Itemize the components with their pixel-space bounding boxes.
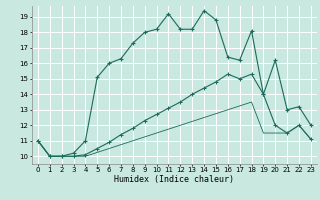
X-axis label: Humidex (Indice chaleur): Humidex (Indice chaleur) [115, 175, 234, 184]
